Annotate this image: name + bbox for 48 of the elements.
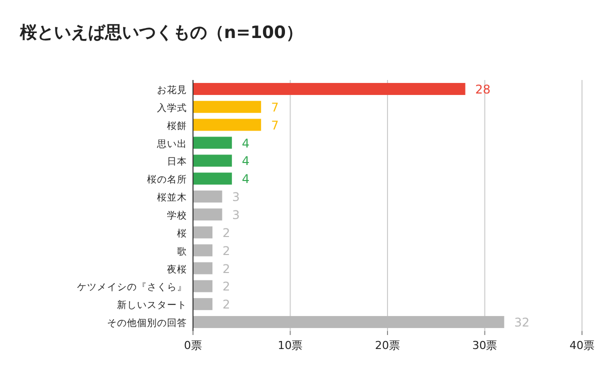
bar xyxy=(193,244,212,256)
data-label: 4 xyxy=(242,154,250,168)
chart-title: 桜といえば思いつくもの（n=100） xyxy=(19,23,303,43)
bar xyxy=(193,118,262,131)
y-tick-label: 日本 xyxy=(167,156,187,168)
data-label: 4 xyxy=(242,136,250,150)
y-tick-label: 入学式 xyxy=(157,102,187,114)
y-tick-label: 桜 xyxy=(177,227,187,240)
data-label: 4 xyxy=(242,172,250,186)
bar xyxy=(193,280,212,292)
x-tick-label: 0票 xyxy=(184,339,202,352)
x-tick-label: 40票 xyxy=(570,339,594,352)
y-tick-label: 新しいスタート xyxy=(117,299,187,312)
bar xyxy=(193,226,212,238)
y-tick-label: お花見 xyxy=(157,84,187,96)
bar xyxy=(193,316,504,328)
bar xyxy=(193,172,232,185)
x-tick-label: 20票 xyxy=(375,339,400,352)
y-tick-label: ケツメイシの『さくら』 xyxy=(77,281,187,294)
x-tick-label: 10票 xyxy=(278,339,303,352)
data-label: 3 xyxy=(232,208,240,222)
data-label: 2 xyxy=(222,298,230,312)
y-tick-label: 歌 xyxy=(177,246,187,258)
bar xyxy=(193,154,232,167)
bar xyxy=(193,262,212,274)
data-label: 3 xyxy=(232,190,240,204)
x-tick-label: 30票 xyxy=(472,339,498,352)
data-label: 2 xyxy=(222,244,230,258)
bar xyxy=(193,190,222,203)
data-label: 32 xyxy=(514,316,530,330)
y-tick-label: 夜桜 xyxy=(167,263,187,276)
data-label: 28 xyxy=(475,82,491,96)
bar xyxy=(193,100,262,113)
bar xyxy=(193,298,212,310)
bar xyxy=(193,82,466,95)
y-tick-label: 桜の名所 xyxy=(147,174,187,186)
data-label: 2 xyxy=(222,280,230,294)
data-label: 7 xyxy=(271,100,279,114)
data-label: 2 xyxy=(222,226,230,240)
y-tick-label: その他個別の回答 xyxy=(107,317,187,330)
y-tick-label: 学校 xyxy=(167,209,187,222)
bar xyxy=(193,136,232,149)
bar xyxy=(193,208,222,220)
y-tick-label: 思い出 xyxy=(156,138,187,150)
y-tick-label: 桜餅 xyxy=(167,120,187,132)
y-tick-label: 桜並木 xyxy=(157,192,187,204)
data-label: 2 xyxy=(222,262,230,276)
data-label: 7 xyxy=(271,118,279,132)
